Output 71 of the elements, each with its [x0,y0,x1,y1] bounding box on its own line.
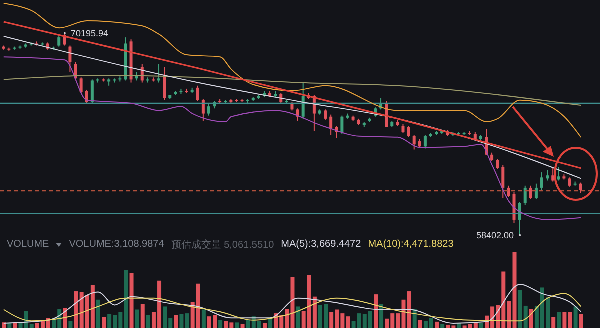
candlestick [196,85,200,102]
bar [479,323,484,328]
bar [185,314,190,328]
bar [579,314,584,328]
bar [146,315,150,328]
bar [529,309,534,328]
bar [96,300,100,328]
candlestick [579,182,582,194]
bar [13,323,18,328]
bar [418,320,422,328]
bar [552,317,556,328]
candlestick [534,183,538,200]
bar [435,322,440,328]
bar [407,292,412,328]
candlestick [202,98,205,122]
bar [568,312,572,328]
bar [235,322,240,328]
candlestick [340,115,344,135]
candlestick [68,45,72,74]
candlestick [90,79,94,104]
candlestick [424,134,427,150]
candlestick [85,89,88,104]
bar [240,324,245,328]
text: MA(5):3,669.4472 [281,239,362,250]
candlestick [507,185,510,198]
annotation: 70195.94 [70,28,108,39]
candlestick [207,103,210,116]
candlestick [158,64,161,84]
bar [102,317,106,328]
candlestick [412,134,416,150]
candlestick [58,35,61,48]
bar [8,323,12,328]
bar [130,273,134,328]
text: VOLUME:3,108.9874 [69,239,164,250]
annotation: 58402.00 [476,230,514,241]
candlestick [552,166,555,182]
candlestick [568,177,572,188]
candlestick [324,109,328,120]
candlestick [163,66,166,101]
bar [135,310,140,328]
bar [218,320,223,328]
bar [262,323,267,328]
candlestick [546,170,550,182]
bar [440,324,445,328]
bar [380,304,384,328]
candlestick [402,124,405,134]
bar [296,306,300,328]
bar [140,304,145,328]
candlestick [496,158,500,170]
bar [180,314,184,328]
bar [68,321,73,328]
candlestick [502,164,505,199]
bar [562,312,567,328]
candlestick [296,108,300,122]
candlestick [524,185,527,206]
candlestick [330,114,333,136]
bar [202,310,206,328]
candlestick [540,172,544,191]
text: MA(10):4,471.8823 [368,239,454,250]
bar [2,322,6,328]
text: 预估成交量 5,061.5510 [171,238,274,252]
chart-title: VOLUME [7,239,50,250]
candlestick [529,185,532,200]
bar [557,312,562,328]
candlestick [557,166,560,182]
candlestick [407,126,410,138]
bar [174,315,178,328]
candlestick [302,82,305,120]
candlestick [80,77,83,94]
bar [374,294,378,328]
bar [574,306,578,328]
